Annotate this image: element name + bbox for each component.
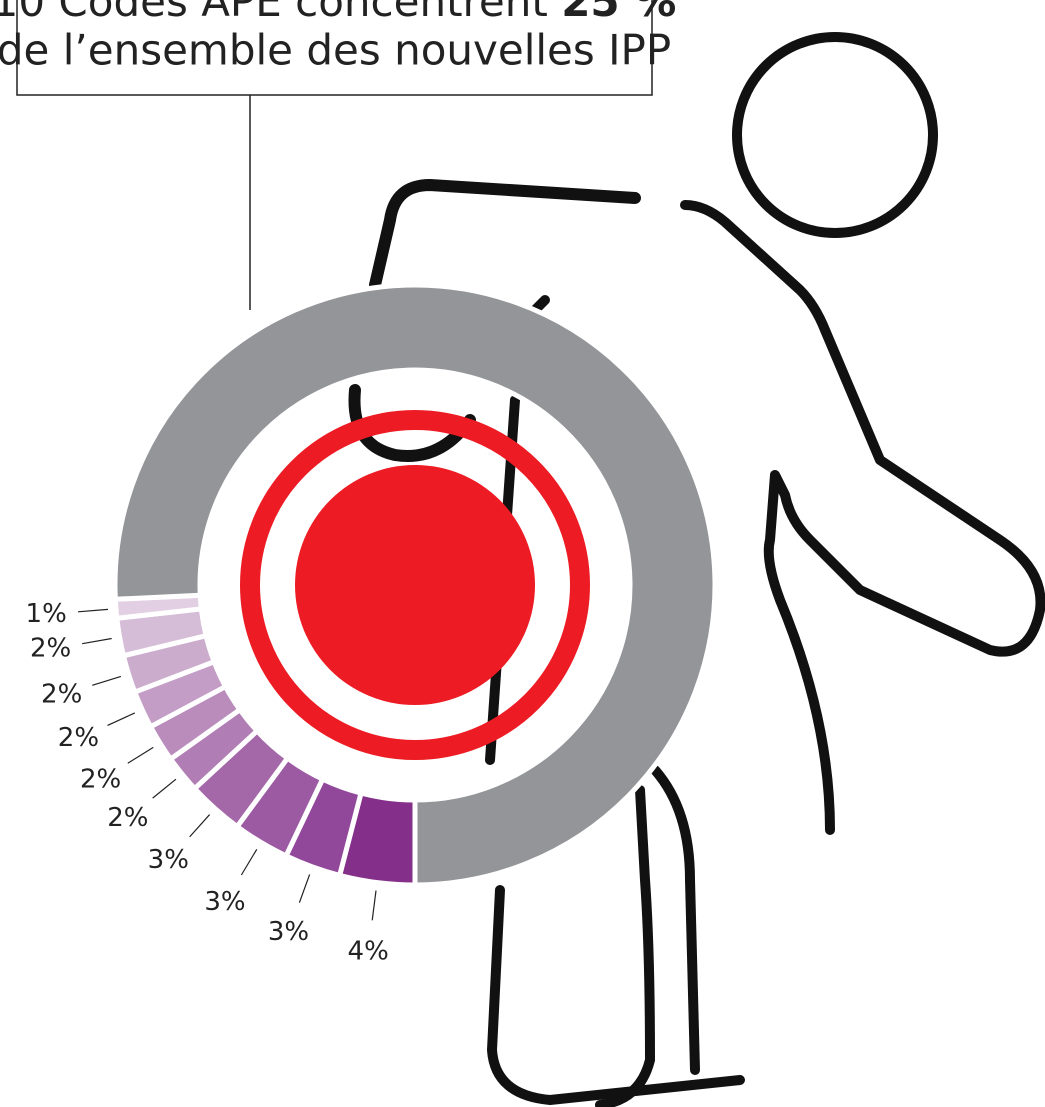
title-box: 10 Codes APE concentrent 25 % de l’ensem… [0, 0, 676, 310]
leader-line [128, 747, 153, 763]
value-label: 2% [30, 634, 71, 664]
leader-line [92, 676, 121, 685]
value-label: 3% [204, 887, 245, 917]
value-label: 3% [268, 917, 309, 947]
value-label: 2% [80, 765, 121, 795]
leader-line [299, 874, 309, 902]
leader-line [372, 891, 376, 921]
value-label: 1% [26, 599, 67, 629]
value-label: 4% [348, 937, 389, 967]
value-label: 2% [58, 723, 99, 753]
value-label: 2% [41, 679, 82, 709]
leader-line [78, 609, 108, 611]
leader-line [241, 849, 256, 875]
title-line: 10 Codes APE concentrent 25 % [0, 0, 676, 26]
leader-line [153, 779, 176, 798]
target [250, 420, 580, 750]
leader-line [190, 815, 210, 837]
leader-line [108, 713, 135, 725]
title-text: 10 Codes APE concentrent [0, 0, 548, 26]
chart: 10 Codes APE concentrent 25 % de l’ensem… [0, 0, 1045, 1107]
leader-line [82, 638, 112, 643]
title-line: de l’ensemble des nouvelles IPP [0, 26, 671, 75]
value-label: 3% [148, 845, 189, 875]
title-highlight: 25 % [561, 0, 676, 26]
value-label: 2% [107, 803, 148, 833]
